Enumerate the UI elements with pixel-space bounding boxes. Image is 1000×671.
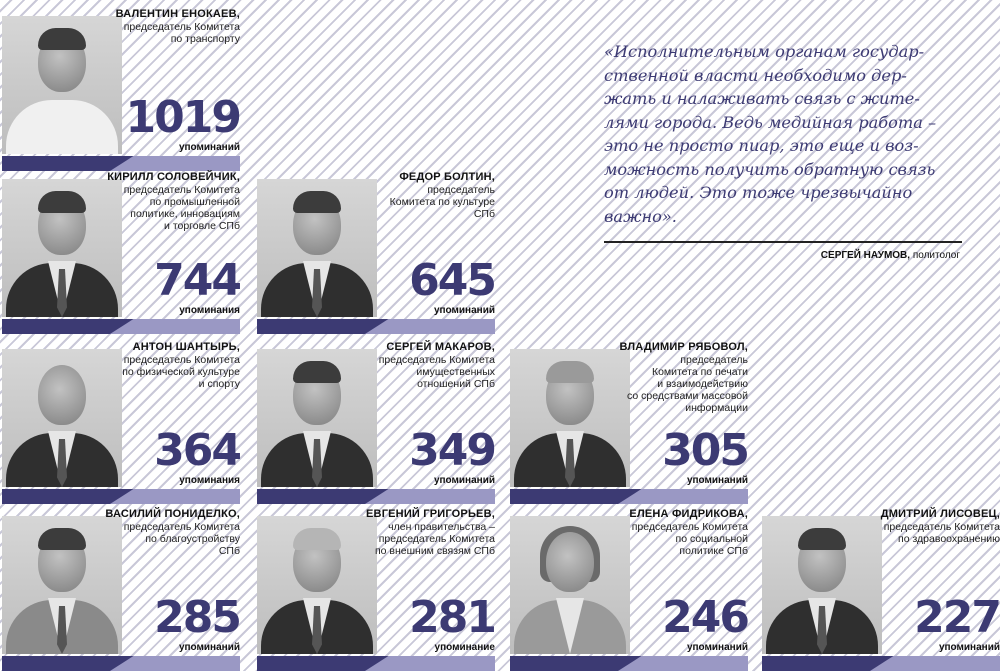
quote-block: «Исполнительным органам государ- ственно… [604, 40, 960, 228]
person-position: председатель Комитета по физической куль… [122, 354, 240, 390]
author-name: СЕРГЕЙ НАУМОВ, [820, 250, 911, 261]
portrait-photo [257, 349, 377, 487]
color-bar [257, 656, 495, 671]
portrait-photo [257, 516, 377, 654]
person-position: председатель Комитета по промышленной по… [123, 184, 240, 232]
color-bar [510, 656, 748, 671]
mention-count: 349 [409, 425, 497, 476]
person-position: председатель Комитета имущественных отно… [378, 354, 495, 390]
person-position: председатель Комитета по здравоохранению [883, 521, 1000, 545]
person-name: АНТОН ШАНТЫРЬ, [132, 341, 240, 353]
quote-author: СЕРГЕЙ НАУМОВ, политолог [821, 250, 960, 261]
mention-label: упоминаний [686, 475, 748, 486]
person-name: ЕЛЕНА ФИДРИКОВА, [629, 508, 748, 520]
portrait-photo [257, 179, 377, 317]
person-card: ВАЛЕНТИН ЕНОКАЕВ, председатель Комитета … [0, 8, 242, 171]
portrait-photo [510, 516, 630, 654]
portrait-photo [2, 516, 122, 654]
portrait-photo [2, 16, 122, 154]
color-bar [2, 489, 240, 504]
mention-label: упоминаний [686, 642, 748, 653]
person-card: ВЛАДИМИР РЯБОВОЛ, председатель Комитета … [508, 341, 750, 504]
mention-count: 246 [662, 592, 750, 643]
mention-count: 364 [154, 425, 242, 476]
mention-label: упоминаний [178, 642, 240, 653]
person-name: ДМИТРИЙ ЛИСОВЕЦ, [880, 508, 1000, 520]
portrait-photo [762, 516, 882, 654]
person-name: ВАЛЕНТИН ЕНОКАЕВ, [115, 8, 240, 20]
person-card: КИРИЛЛ СОЛОВЕЙЧИК, председатель Комитета… [0, 171, 242, 334]
person-position: председатель Комитета по культуре СПб [389, 184, 495, 220]
person-name: СЕРГЕЙ МАКАРОВ, [386, 341, 495, 353]
mention-count: 227 [914, 592, 1000, 643]
quote-text: «Исполнительным органам государ- ственно… [604, 42, 937, 226]
mention-label: упоминания [179, 475, 240, 486]
color-bar [2, 319, 240, 334]
color-bar [257, 319, 495, 334]
person-position: председатель Комитета по печати и взаимо… [627, 354, 748, 414]
person-card: ДМИТРИЙ ЛИСОВЕЦ, председатель Комитета п… [760, 508, 1000, 671]
mention-count: 305 [662, 425, 750, 476]
mention-label: упоминания [179, 305, 240, 316]
person-name: КИРИЛЛ СОЛОВЕЙЧИК, [107, 171, 240, 183]
person-card: ВАСИЛИЙ ПОНИДЕЛКО, председатель Комитета… [0, 508, 242, 671]
mention-label: упоминаний [433, 475, 495, 486]
person-card: ЕВГЕНИЙ ГРИГОРЬЕВ, член правительства – … [255, 508, 497, 671]
person-position: председатель Комитета по благоустройству… [123, 521, 240, 557]
mention-count: 744 [154, 255, 242, 306]
author-role: политолог [912, 250, 960, 261]
portrait-photo [2, 179, 122, 317]
color-bar [510, 489, 748, 504]
person-name: ВАСИЛИЙ ПОНИДЕЛКО, [105, 508, 240, 520]
person-name: ВЛАДИМИР РЯБОВОЛ, [619, 341, 748, 353]
mention-label: упоминание [434, 642, 495, 653]
mention-label: упоминаний [938, 642, 1000, 653]
person-name: ЕВГЕНИЙ ГРИГОРЬЕВ, [366, 508, 495, 520]
person-card: ЕЛЕНА ФИДРИКОВА, председатель Комитета п… [508, 508, 750, 671]
color-bar [2, 156, 240, 171]
person-position: председатель Комитета по социальной поли… [631, 521, 748, 557]
color-bar [257, 489, 495, 504]
mention-label: упоминаний [433, 305, 495, 316]
portrait-photo [2, 349, 122, 487]
person-name: ФЕДОР БОЛТИН, [399, 171, 495, 183]
mention-count: 1019 [125, 92, 242, 143]
portrait-photo [510, 349, 630, 487]
mention-count: 645 [409, 255, 497, 306]
mention-label: упоминаний [178, 142, 240, 153]
person-card: СЕРГЕЙ МАКАРОВ, председатель Комитета им… [255, 341, 497, 504]
person-card: АНТОН ШАНТЫРЬ, председатель Комитета по … [0, 341, 242, 504]
mention-count: 281 [409, 592, 497, 643]
color-bar [762, 656, 1000, 671]
mention-count: 285 [154, 592, 242, 643]
person-card: ФЕДОР БОЛТИН, председатель Комитета по к… [255, 171, 497, 334]
person-position: председатель Комитета по транспорту [123, 21, 240, 45]
person-position: член правительства – председатель Комите… [374, 521, 495, 557]
quote-divider [604, 241, 962, 243]
color-bar [2, 656, 240, 671]
